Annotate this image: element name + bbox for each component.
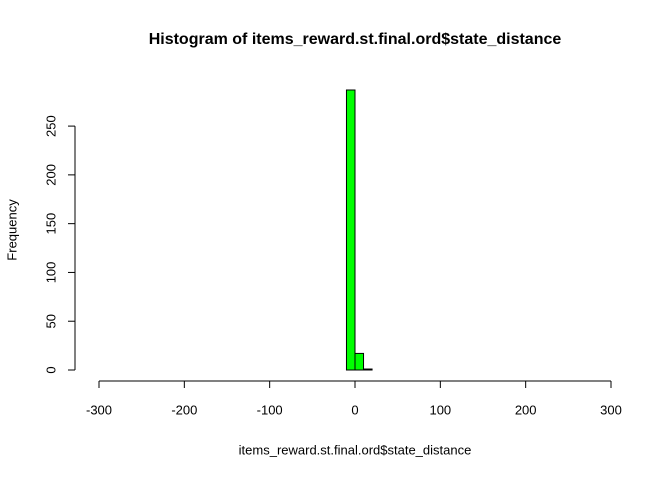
x-axis-label: items_reward.st.final.ord$state_distance [239, 442, 472, 457]
x-tick-label: -200 [171, 402, 197, 417]
y-tick-label: 150 [43, 213, 58, 235]
x-tick-label: 300 [600, 402, 622, 417]
x-tick-label: -300 [86, 402, 112, 417]
chart-title: Histogram of items_reward.st.final.ord$s… [149, 31, 562, 48]
x-tick-label: 0 [351, 402, 358, 417]
y-tick-label: 250 [43, 115, 58, 137]
y-tick-label: 50 [43, 314, 58, 328]
y-tick-label: 200 [43, 164, 58, 186]
y-tick-label: 100 [43, 262, 58, 284]
x-tick-label: 100 [429, 402, 451, 417]
bar [345, 89, 356, 371]
x-tick-label: 200 [515, 402, 537, 417]
x-tick-label: -100 [257, 402, 283, 417]
bar [354, 352, 365, 371]
bar [363, 368, 373, 371]
y-axis-label: Frequency [4, 199, 19, 261]
y-tick-label: 0 [43, 366, 58, 373]
